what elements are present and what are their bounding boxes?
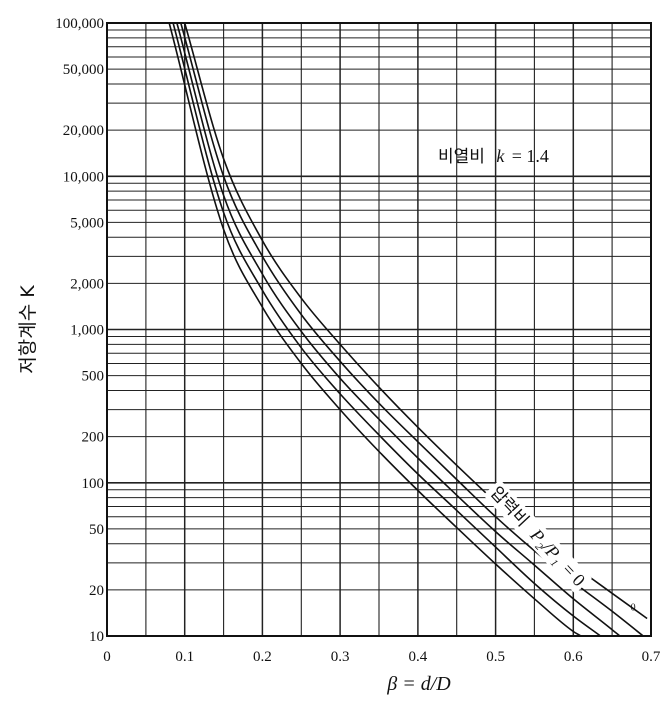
series-line-3 [172, 22, 601, 637]
y-tick-label: 200 [82, 430, 105, 446]
specific-heat-label: 비열비 [438, 147, 485, 167]
specific-heat-value: = 1.4 [512, 146, 549, 166]
y-axis-label-text: 저항계수 K [17, 285, 39, 374]
x-tick-label: 0.3 [331, 649, 350, 665]
y-tick-label: 100 [82, 476, 105, 492]
x-tick-label: 0 [103, 649, 111, 665]
y-tick-label: 10,000 [63, 169, 104, 185]
specific-heat-var: k [496, 146, 505, 166]
chart-series: 0 [168, 22, 648, 637]
pressure-ratio-value: = 0 [558, 559, 589, 590]
x-axis-label: β = d/D [386, 673, 451, 695]
x-tick-label: 0.4 [408, 649, 427, 665]
series-line-4 [168, 22, 582, 637]
x-tick-label: 0.7 [642, 649, 661, 665]
y-tick-label: 5,000 [70, 215, 104, 231]
y-tick-label: 50,000 [63, 62, 104, 78]
series-line-2 [176, 22, 621, 637]
plot-frame [106, 22, 652, 637]
y-tick-label: 500 [82, 369, 105, 385]
x-tick-label: 0.2 [253, 649, 272, 665]
series-label-0: 0 [631, 603, 636, 614]
y-tick-label: 50 [89, 522, 104, 538]
specific-heat-annotation: 비열비 k = 1.4 [438, 146, 549, 167]
chart-grid [107, 23, 651, 636]
y-axis-label: 저항계수 K [17, 285, 39, 374]
x-tick-label: 0.6 [564, 649, 583, 665]
x-tick-label: 0.1 [175, 649, 194, 665]
y-tick-label: 10 [89, 629, 104, 645]
y-tick-label: 1,000 [70, 323, 104, 339]
x-tick-label: 0.5 [486, 649, 505, 665]
pressure-ratio-annotation-bg [483, 479, 592, 594]
y-tick-label: 20,000 [63, 123, 104, 139]
pressure-ratio-annotation-group: 압력비 P₂/P₁ = 0 [483, 479, 592, 594]
y-tick-label: 2,000 [70, 276, 104, 292]
y-tick-label: 100,000 [55, 16, 104, 32]
y-tick-label: 20 [89, 583, 104, 599]
tick-labels: 10 20 50 100 200 500 1,000 2,000 5,000 10,000 20,0… [55, 16, 661, 665]
